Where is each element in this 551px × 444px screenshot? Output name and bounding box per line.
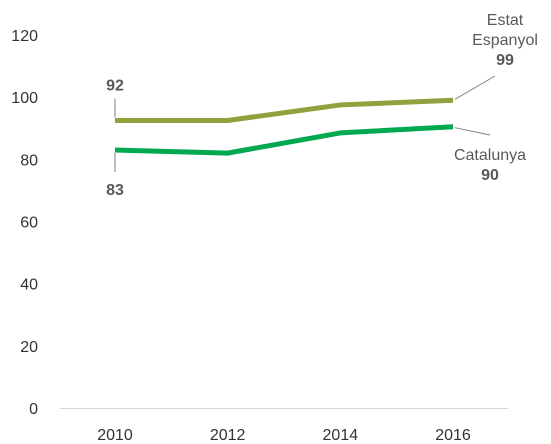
y-tick-label: 80 (20, 152, 38, 169)
data-label: 83 (106, 182, 124, 199)
x-tick-label: 2012 (210, 427, 246, 444)
x-axis-tick-labels: 2010 2012 2014 2016 (97, 427, 471, 444)
y-tick-label: 60 (20, 215, 38, 232)
annotations: 92 Estat Espanyol 99 83 Catalunya 90 (106, 12, 538, 199)
data-label: 90 (481, 167, 499, 184)
data-label: 99 (496, 52, 514, 69)
series-line-1 (114, 124, 454, 156)
data-label: 92 (106, 77, 124, 94)
leader-line (454, 75, 496, 100)
y-tick-label: 20 (20, 339, 38, 356)
y-axis-tick-labels: 0 20 40 60 80 100 120 (11, 28, 38, 418)
leader-line (454, 127, 491, 136)
y-tick-label: 0 (29, 401, 38, 418)
y-tick-label: 40 (20, 277, 38, 294)
series-name-label: Espanyol (472, 32, 538, 49)
series-lines (114, 97, 454, 156)
series-name-label: Catalunya (454, 147, 526, 164)
x-tick-label: 2010 (97, 427, 133, 444)
y-tick-label: 100 (11, 90, 38, 107)
series-name-label: Estat (487, 12, 524, 29)
x-tick-label: 2016 (435, 427, 471, 444)
x-tick-label: 2014 (323, 427, 359, 444)
y-tick-label: 120 (11, 28, 38, 45)
series-line-0 (115, 97, 454, 123)
